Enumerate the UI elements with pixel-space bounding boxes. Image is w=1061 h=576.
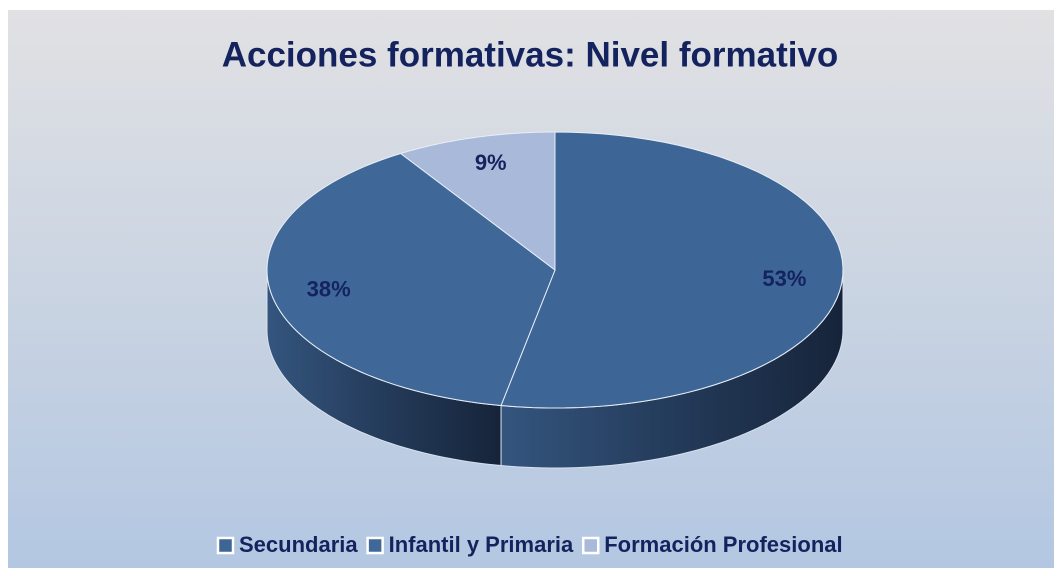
legend-marker [581,536,600,555]
legend-label: Formación Profesional [604,532,842,557]
pie-slice [266,152,556,407]
legend-marker [366,536,384,555]
data-label: 38% [307,276,351,301]
chart-title: Acciones formativas: Nivel formativo [222,35,839,74]
data-label: 9% [475,150,507,175]
pie-slice [399,131,556,272]
pie-slice [500,131,844,409]
legend-label: Infantil y Primaria [389,532,574,557]
legend-label: Secundaria [239,532,358,557]
legend: Secundaria Infantil y Primaria Formación P… [216,532,843,557]
pie: 53% 38% 9% [266,131,844,469]
data-label: 53% [762,266,806,291]
legend-marker [216,536,235,555]
